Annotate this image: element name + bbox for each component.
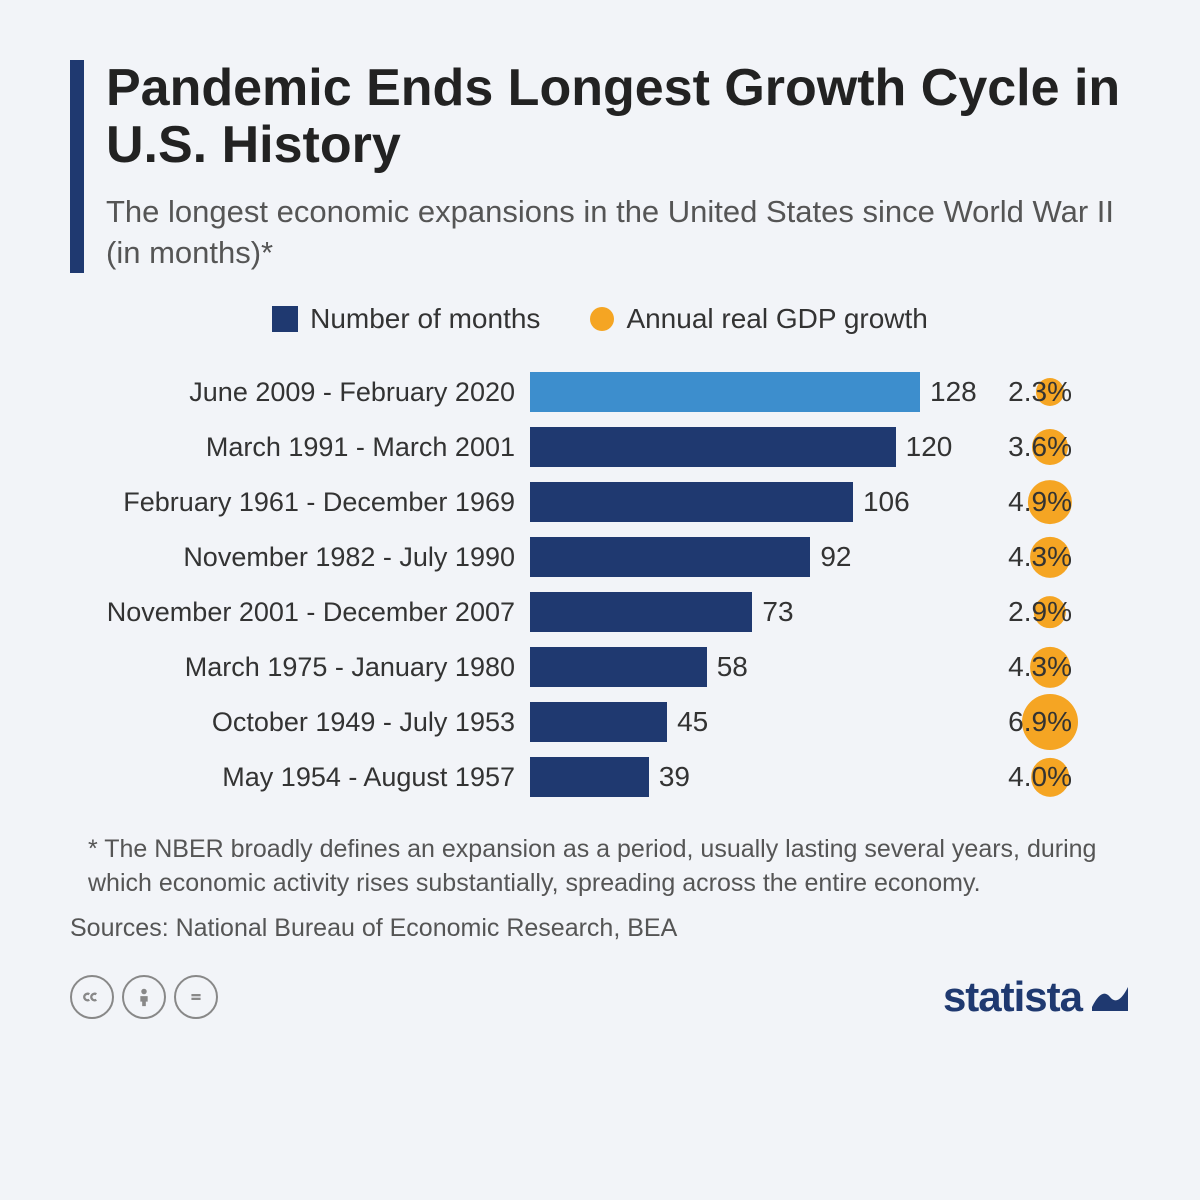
- chart-row: February 1961 - December 1969 106 4.9%: [70, 475, 1090, 530]
- chart-title: Pandemic Ends Longest Growth Cycle in U.…: [106, 60, 1130, 174]
- accent-bar: [70, 60, 84, 273]
- bar-area: 45: [530, 695, 950, 750]
- row-label: November 2001 - December 2007: [70, 597, 530, 628]
- bar: [530, 702, 667, 742]
- legend-gdp: Annual real GDP growth: [590, 303, 927, 335]
- chart-row: May 1954 - August 1957 39 4.0%: [70, 750, 1090, 805]
- row-label: March 1991 - March 2001: [70, 432, 530, 463]
- bar-value: 92: [820, 541, 851, 573]
- chart-row: November 1982 - July 1990 92 4.3%: [70, 530, 1090, 585]
- bar-area: 120: [530, 420, 950, 475]
- bar-value: 73: [762, 596, 793, 628]
- chart-row: March 1975 - January 1980 58 4.3%: [70, 640, 1090, 695]
- bar-area: 92: [530, 530, 950, 585]
- brand-text: statista: [943, 973, 1082, 1021]
- row-label: October 1949 - July 1953: [70, 707, 530, 738]
- bar-area: 39: [530, 750, 950, 805]
- chart-row: October 1949 - July 1953 45 6.9%: [70, 695, 1090, 750]
- brand-wave-icon: [1090, 977, 1130, 1017]
- by-icon: [122, 975, 166, 1019]
- gdp-area: 3.6%: [950, 420, 1090, 475]
- bar-value: 106: [863, 486, 910, 518]
- bar: [530, 482, 853, 522]
- bar-area: 73: [530, 585, 950, 640]
- row-label: March 1975 - January 1980: [70, 652, 530, 683]
- row-label: May 1954 - August 1957: [70, 762, 530, 793]
- bar-value: 58: [717, 651, 748, 683]
- bar: [530, 647, 707, 687]
- gdp-value: 4.0%: [1008, 761, 1072, 793]
- bar-area: 58: [530, 640, 950, 695]
- chart-subtitle: The longest economic expansions in the U…: [106, 192, 1130, 273]
- header: Pandemic Ends Longest Growth Cycle in U.…: [70, 60, 1130, 273]
- legend-months-label: Number of months: [310, 303, 540, 335]
- legend-gdp-label: Annual real GDP growth: [626, 303, 927, 335]
- bar-value: 120: [906, 431, 953, 463]
- cc-icon: [70, 975, 114, 1019]
- legend-months: Number of months: [272, 303, 540, 335]
- footnote: * The NBER broadly defines an expansion …: [70, 833, 1130, 901]
- nd-icon: [174, 975, 218, 1019]
- gdp-area: 2.3%: [950, 365, 1090, 420]
- bar-chart: June 2009 - February 2020128 2.3% March 19…: [70, 365, 1090, 805]
- bar-value: 39: [659, 761, 690, 793]
- gdp-area: 2.9%: [950, 585, 1090, 640]
- bar-area: 128: [530, 365, 950, 420]
- gdp-value: 3.6%: [1008, 431, 1072, 463]
- gdp-area: 4.3%: [950, 640, 1090, 695]
- bar: [530, 427, 896, 467]
- bar-area: 106: [530, 475, 950, 530]
- bar: [530, 592, 752, 632]
- row-label: June 2009 - February 2020: [70, 377, 530, 408]
- legend: Number of months Annual real GDP growth: [70, 303, 1130, 335]
- row-label: November 1982 - July 1990: [70, 542, 530, 573]
- row-label: February 1961 - December 1969: [70, 487, 530, 518]
- bar: [530, 537, 810, 577]
- bar: [530, 372, 920, 412]
- chart-row: March 1991 - March 2001 120 3.6%: [70, 420, 1090, 475]
- gdp-area: 6.9%: [950, 695, 1090, 750]
- chart-row: June 2009 - February 2020128 2.3%: [70, 365, 1090, 420]
- header-text: Pandemic Ends Longest Growth Cycle in U.…: [106, 60, 1130, 273]
- bar: [530, 757, 649, 797]
- sources: Sources: National Bureau of Economic Res…: [70, 914, 1130, 943]
- gdp-value: 2.9%: [1008, 596, 1072, 628]
- gdp-value: 6.9%: [1008, 706, 1072, 738]
- license-icons: [70, 975, 218, 1019]
- legend-gdp-swatch: [590, 307, 614, 331]
- bar-value: 45: [677, 706, 708, 738]
- gdp-value: 2.3%: [1008, 376, 1072, 408]
- chart-row: November 2001 - December 2007 73 2.9%: [70, 585, 1090, 640]
- gdp-area: 4.0%: [950, 750, 1090, 805]
- gdp-value: 4.3%: [1008, 651, 1072, 683]
- legend-months-swatch: [272, 306, 298, 332]
- gdp-area: 4.9%: [950, 475, 1090, 530]
- footer: statista: [70, 973, 1130, 1021]
- gdp-value: 4.9%: [1008, 486, 1072, 518]
- gdp-value: 4.3%: [1008, 541, 1072, 573]
- brand-logo: statista: [943, 973, 1130, 1021]
- gdp-area: 4.3%: [950, 530, 1090, 585]
